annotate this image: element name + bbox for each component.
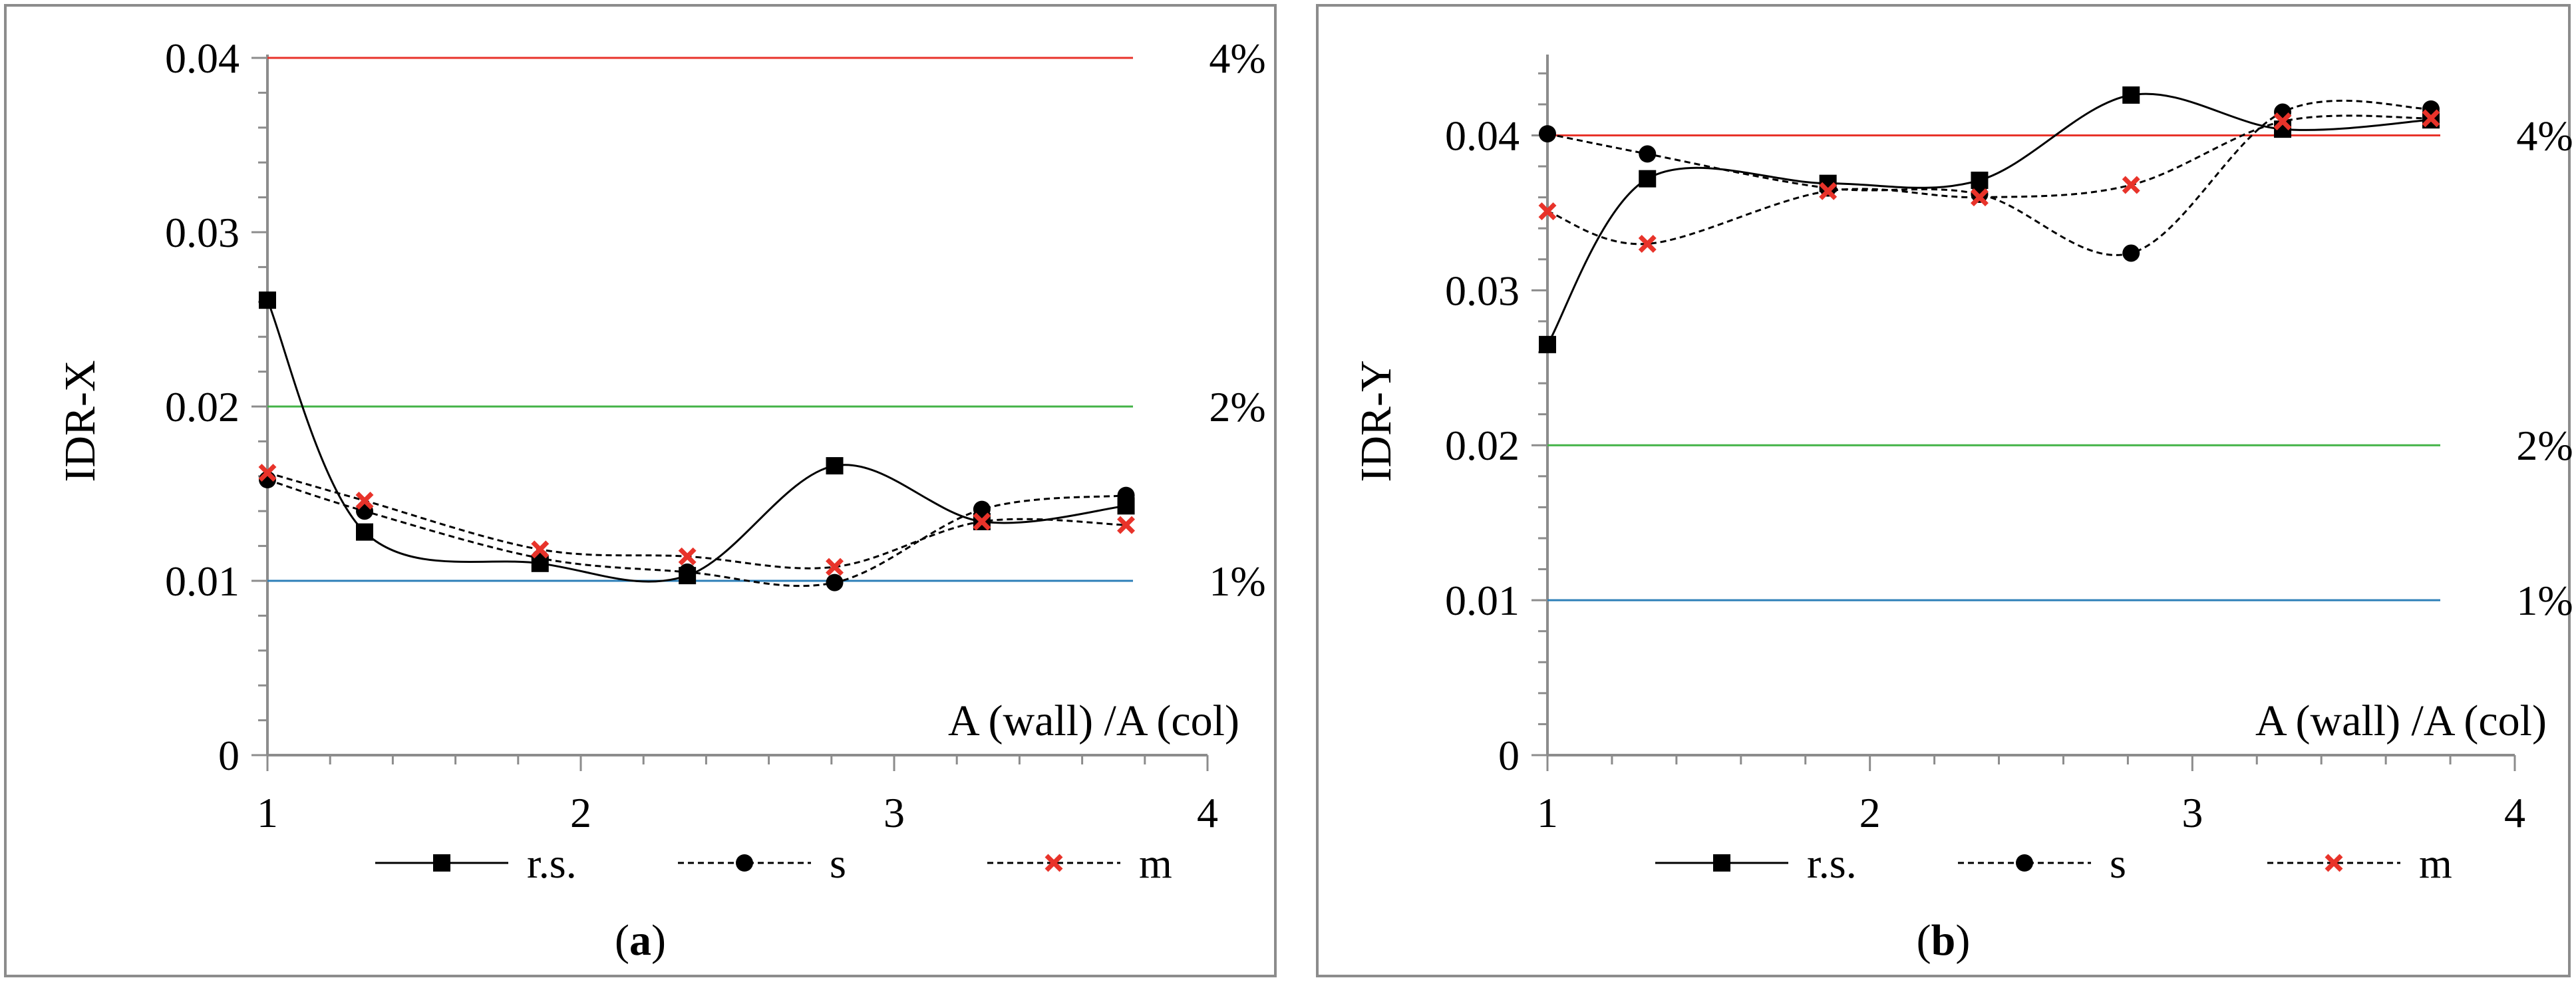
y-tick-label: 0.04 — [165, 35, 240, 82]
series-m — [1538, 109, 2440, 253]
data-point — [1970, 188, 1989, 207]
data-point — [678, 547, 697, 566]
x-tick-label: 1 — [257, 789, 278, 836]
series-line — [267, 478, 1126, 587]
data-point — [258, 464, 277, 482]
data-point — [531, 540, 550, 559]
y-tick-label: 0 — [1498, 732, 1520, 779]
data-point — [826, 558, 844, 576]
legend: r.s. s m — [375, 840, 1172, 887]
data-point — [2273, 112, 2292, 130]
panel-letter: b — [1931, 916, 1956, 965]
x-tick-label: 2 — [1859, 789, 1881, 836]
x-axis-title: A (wall) /A (col) — [948, 697, 1239, 745]
data-point — [1539, 335, 1556, 353]
legend-label: m — [1139, 840, 1172, 887]
data-point — [1538, 202, 1557, 221]
reference-label: 1% — [2516, 577, 2573, 624]
data-point — [826, 457, 844, 475]
x-tick-label: 1 — [1537, 789, 1558, 836]
legend-marker — [2016, 854, 2033, 872]
data-point — [259, 291, 276, 309]
x-tick-label: 3 — [884, 789, 905, 836]
data-point — [2422, 109, 2440, 128]
data-point — [1117, 486, 1135, 504]
legend-label: r.s. — [1807, 840, 1857, 887]
data-point — [356, 523, 374, 541]
reference-label: 1% — [1209, 558, 1265, 605]
series-line — [266, 299, 1126, 583]
y-tick-label: 0 — [218, 732, 240, 779]
legend-label: r.s. — [527, 840, 577, 887]
y-tick-label: 0.01 — [165, 558, 240, 605]
series-line — [1546, 92, 2432, 345]
legend-label: m — [2419, 840, 2452, 887]
legend-marker — [433, 854, 450, 872]
legend-marker — [1713, 854, 1730, 872]
reference-label: 4% — [2516, 112, 2573, 159]
legend-label: s — [830, 840, 846, 887]
y-tick-label: 0.04 — [1445, 112, 1520, 159]
data-point — [1819, 182, 1838, 200]
y-tick-label: 0.02 — [165, 383, 240, 430]
reference-label: 2% — [1209, 383, 1265, 430]
x-tick-label: 4 — [1197, 789, 1218, 836]
data-point — [1638, 234, 1657, 253]
series-m — [258, 464, 1136, 576]
y-axis-title: IDR-X — [56, 360, 104, 482]
legend-marker — [2325, 854, 2343, 872]
data-point — [2122, 176, 2140, 194]
legend-marker — [736, 854, 753, 872]
series-s — [1539, 99, 2440, 262]
series-rs — [1539, 86, 2440, 353]
reference-label: 2% — [2516, 422, 2573, 469]
series-s — [259, 471, 1135, 591]
legend: r.s. s m — [1655, 840, 2452, 887]
x-tick-label: 2 — [570, 789, 591, 836]
chart-frame — [4, 4, 1277, 977]
x-tick-label: 3 — [2181, 789, 2203, 836]
legend-label: s — [2110, 840, 2126, 887]
legend-marker — [1045, 854, 1063, 872]
data-point — [2122, 86, 2140, 104]
panel-caption: (b) — [1917, 916, 1971, 965]
data-point — [679, 563, 697, 581]
data-point — [2122, 244, 2140, 262]
panel-caption: (a) — [615, 916, 666, 965]
data-point — [973, 500, 991, 518]
data-point — [826, 574, 844, 591]
x-tick-label: 4 — [2504, 789, 2525, 836]
x-axis-title: A (wall) /A (col) — [2255, 697, 2547, 745]
y-tick-label: 0.03 — [165, 209, 240, 256]
data-point — [1639, 145, 1657, 163]
reference-label: 4% — [1209, 35, 1265, 82]
chart-panel-b: 0 0.01 0.02 0.03 0.04 1 2 3 4 4% 2% 1% IDR-Y A (wall)… — [1316, 4, 2573, 977]
data-point — [1117, 516, 1136, 534]
series-rs — [259, 291, 1135, 585]
panel-letter: a — [629, 916, 651, 965]
y-axis-title: IDR-Y — [1352, 360, 1400, 482]
y-tick-label: 0.01 — [1445, 577, 1520, 624]
chart-frame — [1316, 4, 2571, 977]
data-point — [973, 512, 991, 531]
y-tick-label: 0.03 — [1445, 267, 1520, 314]
chart-panel-a: 0 0.01 0.02 0.03 0.04 1 2 3 4 4% 2% 1% IDR-X A (wall)… — [4, 4, 1277, 977]
y-tick-label: 0.02 — [1445, 422, 1520, 469]
data-point — [355, 492, 374, 510]
data-point — [1539, 125, 1556, 143]
data-point — [1639, 170, 1657, 188]
